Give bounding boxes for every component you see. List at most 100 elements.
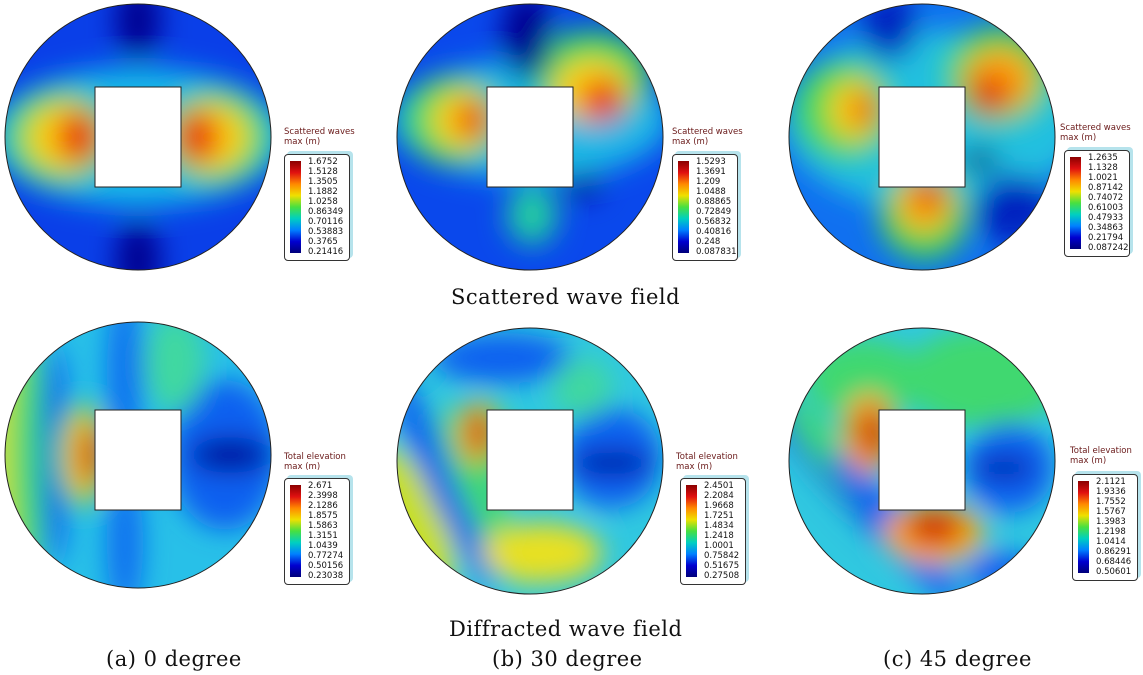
legend-tick: 0.50601: [1096, 567, 1132, 577]
legend-tick: 0.50156: [308, 561, 344, 571]
legend-tick: 1.6752: [308, 157, 338, 167]
scattered-contour-0deg: [4, 3, 272, 271]
legend-tick: 0.56832: [696, 217, 732, 227]
color-legend: 1.6752 1.5128 1.3505 1.1882 1.0258 0.863…: [284, 154, 350, 261]
legend-tick: 1.5128: [308, 167, 338, 177]
legend-tick: 1.2635: [1088, 153, 1118, 163]
legend-tick: 0.87142: [1088, 183, 1124, 193]
scattered-panel-45deg: Scattered waves max (m) 1.2635 1.1328 1.…: [784, 0, 1143, 300]
legend-tick: 0.77274: [308, 551, 344, 561]
legend-tick: 2.3998: [308, 491, 338, 501]
structure-block: [94, 86, 182, 188]
legend-title: Total elevation: [1070, 446, 1132, 456]
legend-tick: 1.1328: [1088, 163, 1118, 173]
legend-tick: 0.72849: [696, 207, 732, 217]
diffracted-panel-30deg: Total elevation max (m) 2.4501 2.2084 1.…: [392, 318, 762, 618]
legend-tick: 0.88865: [696, 197, 732, 207]
structure-block: [486, 409, 574, 511]
diffracted-panel-45deg: Total elevation max (m) 2.1121 1.9336 1.…: [784, 318, 1143, 618]
colorbar: [1070, 157, 1081, 249]
colorbar: [290, 485, 301, 577]
scattered-contour-30deg: [396, 3, 664, 271]
legend-tick: 1.0021: [1088, 173, 1118, 183]
legend-tick: 1.0488: [696, 187, 726, 197]
column-caption-c: (c) 45 degree: [883, 647, 1032, 671]
legend-title: Total elevation: [284, 452, 346, 462]
colorbar: [686, 485, 697, 577]
legend-tick: 1.3505: [308, 177, 338, 187]
legend-tick: 2.4501: [704, 481, 734, 491]
diffracted-contour-45deg: [788, 327, 1056, 595]
diffracted-contour-30deg: [396, 327, 664, 595]
legend-tick: 1.4834: [704, 521, 734, 531]
legend-tick: 0.75842: [704, 551, 740, 561]
legend-tick: 0.53883: [308, 227, 344, 237]
legend-tick: 0.248: [696, 237, 721, 247]
colorbar: [290, 161, 301, 253]
legend-tick: 0.40816: [696, 227, 732, 237]
legend-tick: 1.9668: [704, 501, 734, 511]
legend-tick: 1.9336: [1096, 487, 1126, 497]
legend-tick: 2.2084: [704, 491, 734, 501]
scattered-panel-30deg: Scattered waves max (m) 1.5293 1.3691 1.…: [392, 0, 762, 300]
legend-tick: 0.51675: [704, 561, 740, 571]
diffracted-row-caption: Diffracted wave field: [449, 617, 683, 641]
legend-tick: 0.68446: [1096, 557, 1132, 567]
legend-tick: 0.34863: [1088, 223, 1124, 233]
legend-tick: 1.3151: [308, 531, 338, 541]
legend-unit: max (m): [1060, 133, 1097, 143]
legend-tick: 1.7251: [704, 511, 734, 521]
legend-tick: 1.0439: [308, 541, 338, 551]
legend-tick: 0.74072: [1088, 193, 1124, 203]
legend-unit: max (m): [284, 137, 321, 147]
legend-tick: 1.5863: [308, 521, 338, 531]
legend-tick: 1.5767: [1096, 507, 1126, 517]
structure-block: [94, 409, 182, 511]
colorbar: [1078, 481, 1089, 573]
legend-tick: 1.1882: [308, 187, 338, 197]
legend-tick: 0.3765: [308, 237, 338, 247]
legend-title: Scattered waves: [1060, 123, 1131, 133]
legend-tick: 0.47933: [1088, 213, 1124, 223]
legend-tick: 1.8575: [308, 511, 338, 521]
diffracted-panel-0deg: Total elevation max (m) 2.671 2.3998 2.1…: [0, 318, 370, 618]
legend-tick: 0.087831: [696, 247, 737, 257]
legend-tick: 2.1121: [1096, 477, 1126, 487]
legend-tick: 1.0414: [1096, 537, 1126, 547]
legend-tick: 2.1286: [308, 501, 338, 511]
colorbar: [678, 161, 689, 253]
legend-tick: 1.0001: [704, 541, 734, 551]
legend-tick: 1.2198: [1096, 527, 1126, 537]
diffracted-contour-0deg: [4, 321, 272, 589]
legend-unit: max (m): [676, 462, 713, 472]
legend-title: Scattered waves: [284, 127, 355, 137]
color-legend: 1.2635 1.1328 1.0021 0.87142 0.74072 0.6…: [1064, 150, 1130, 257]
legend-tick: 1.0258: [308, 197, 338, 207]
legend-tick: 0.86291: [1096, 547, 1132, 557]
legend-tick: 0.27508: [704, 571, 740, 581]
color-legend: 2.4501 2.2084 1.9668 1.7251 1.4834 1.241…: [680, 478, 746, 585]
legend-tick: 0.70116: [308, 217, 344, 227]
legend-tick: 2.671: [308, 481, 333, 491]
legend-unit: max (m): [284, 462, 321, 472]
legend-tick: 0.21794: [1088, 233, 1124, 243]
structure-block: [878, 86, 966, 188]
legend-tick: 1.5293: [696, 157, 726, 167]
column-caption-b: (b) 30 degree: [492, 647, 643, 671]
structure-block: [486, 86, 574, 188]
legend-tick: 1.3983: [1096, 517, 1126, 527]
color-legend: 2.671 2.3998 2.1286 1.8575 1.5863 1.3151…: [284, 478, 350, 585]
structure-block: [878, 409, 966, 511]
legend-tick: 0.21416: [308, 247, 344, 257]
legend-unit: max (m): [1070, 456, 1107, 466]
legend-tick: 1.209: [696, 177, 721, 187]
scattered-row-caption: Scattered wave field: [451, 285, 681, 309]
legend-tick: 1.3691: [696, 167, 726, 177]
legend-title: Total elevation: [676, 452, 738, 462]
legend-unit: max (m): [672, 137, 709, 147]
legend-tick: 1.2418: [704, 531, 734, 541]
legend-tick: 0.087242: [1088, 243, 1129, 253]
legend-tick: 1.7552: [1096, 497, 1126, 507]
color-legend: 2.1121 1.9336 1.7552 1.5767 1.3983 1.219…: [1072, 474, 1138, 581]
legend-tick: 0.23038: [308, 571, 344, 581]
